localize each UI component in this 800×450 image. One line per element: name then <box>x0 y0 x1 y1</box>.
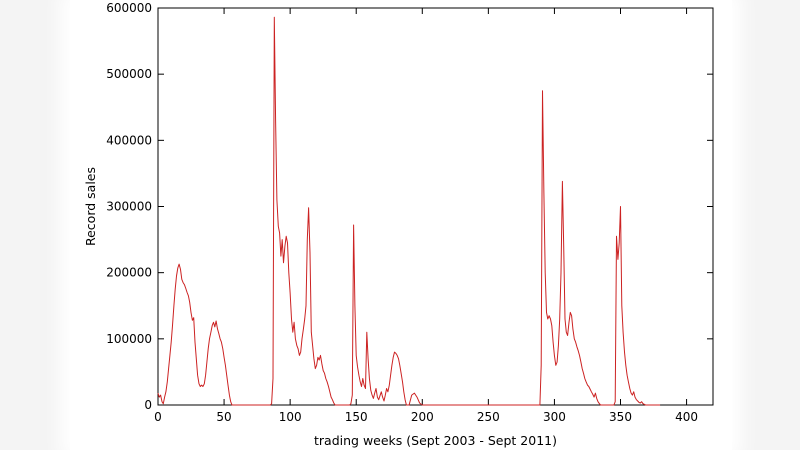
x-tick-label: 300 <box>543 410 566 424</box>
x-tick-label: 350 <box>609 410 632 424</box>
y-axis-label: Record sales <box>83 167 98 246</box>
y-tick-label: 100000 <box>106 332 152 346</box>
y-tick-label: 500000 <box>106 67 152 81</box>
x-tick-label: 200 <box>411 410 434 424</box>
x-tick-label: 250 <box>477 410 500 424</box>
x-tick-label: 50 <box>216 410 231 424</box>
y-tick-label: 300000 <box>106 200 152 214</box>
x-tick-label: 150 <box>345 410 368 424</box>
y-tick-label: 200000 <box>106 266 152 280</box>
x-tick-label: 100 <box>279 410 302 424</box>
y-tick-label: 0 <box>144 398 152 412</box>
x-tick-label: 400 <box>675 410 698 424</box>
ticks: 0 50 100 150 200 250 300 350 400 0 100000 200000 300… <box>106 1 713 424</box>
plot-area: 0 50 100 150 200 250 300 350 400 0 100000 200000 300… <box>106 1 714 424</box>
y-tick-label: 400000 <box>106 133 152 147</box>
x-tick-label: 0 <box>154 410 162 424</box>
series-line <box>157 16 661 406</box>
x-axis-label: trading weeks (Sept 2003 - Sept 2011) <box>314 433 557 448</box>
plot-border <box>157 7 714 406</box>
y-tick-label: 600000 <box>106 1 152 15</box>
